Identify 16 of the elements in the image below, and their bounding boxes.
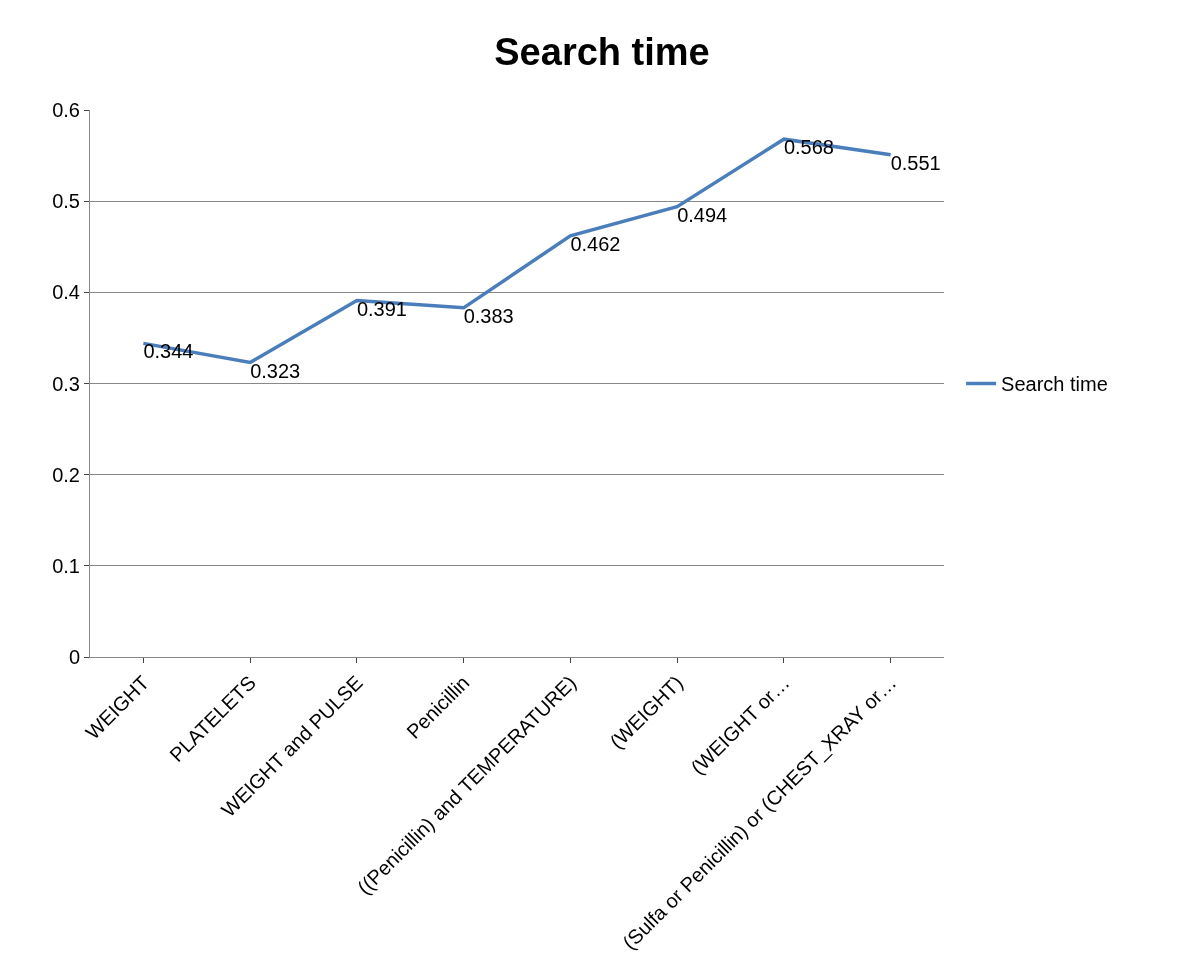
- y-tick-label: 0.3: [52, 372, 80, 395]
- data-label: 0.462: [570, 232, 621, 255]
- y-tick-label: 0.1: [52, 554, 80, 577]
- line-series: [141, 137, 893, 365]
- y-tick-label: 0.5: [52, 190, 80, 213]
- data-label: 0.494: [677, 203, 728, 226]
- y-tick-label: 0.6: [52, 99, 80, 121]
- y-tick-label: 0.4: [52, 281, 80, 304]
- y-tick-label: 0: [68, 646, 80, 668]
- data-label: 0.391: [356, 297, 407, 320]
- data-label: 0.383: [463, 304, 514, 327]
- y-tick-label: 0.2: [52, 463, 80, 486]
- data-label: 0.551: [890, 151, 941, 174]
- chart-title: Search time: [494, 31, 710, 74]
- data-label: 0.323: [250, 359, 301, 382]
- legend-label: Search time: [1001, 373, 1108, 396]
